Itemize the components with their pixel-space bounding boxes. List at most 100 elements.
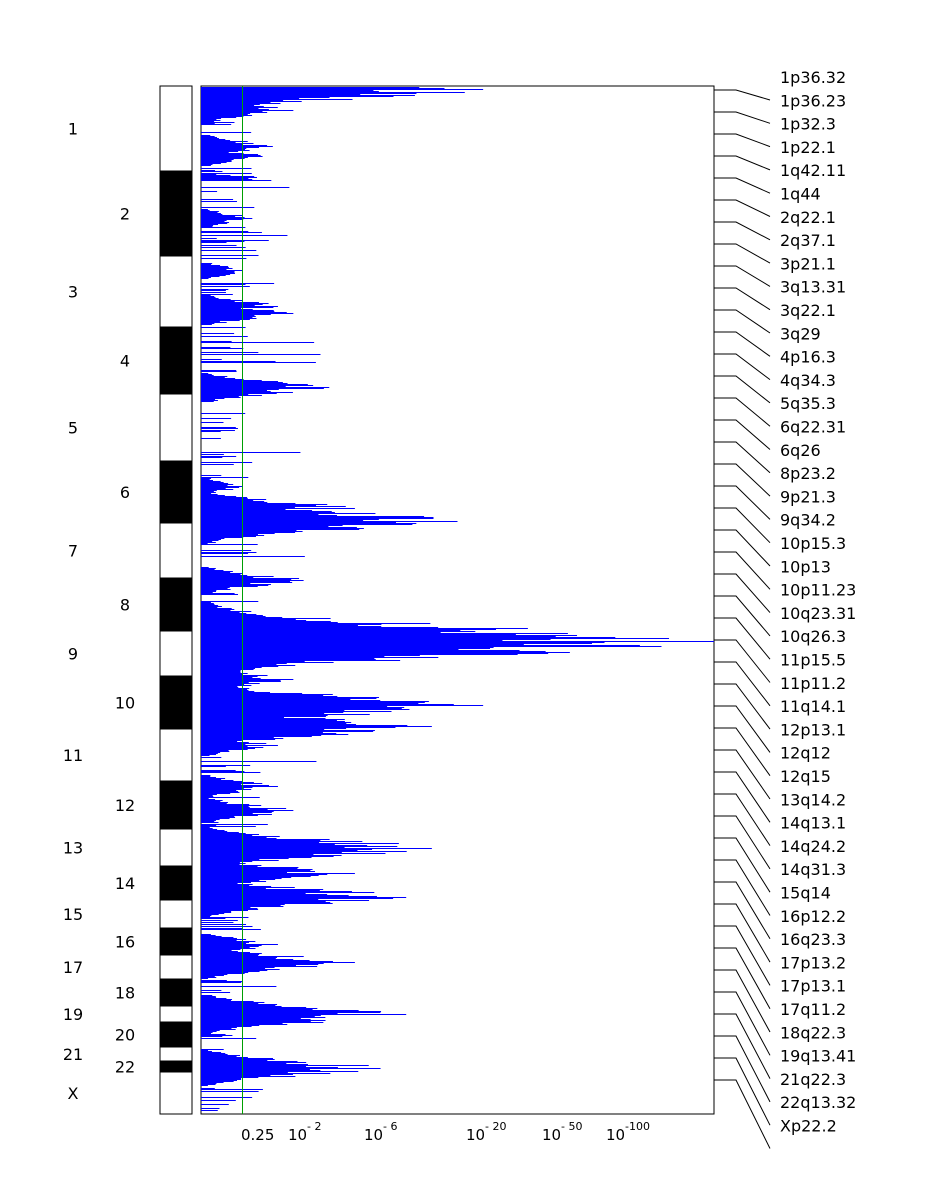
peak-leader-line	[714, 947, 771, 1009]
ideogram-block-chr8	[159, 577, 193, 632]
peak-label: 6q26	[780, 441, 821, 460]
peak-label: 19q13.41	[780, 1047, 856, 1066]
ideogram-block-chr19	[159, 1005, 193, 1023]
peak-label: 14q24.2	[780, 837, 846, 856]
peak-label: 13q14.2	[780, 790, 846, 809]
x-tick-label: 10	[606, 1126, 625, 1144]
peak-leader-line	[714, 661, 771, 707]
peak-leader-line	[714, 1057, 771, 1126]
x-tick-exponent: - 20	[485, 1120, 506, 1133]
chromosome-label: 19	[63, 1005, 83, 1024]
peak-leader-line	[714, 199, 771, 217]
peak-leader-line	[714, 969, 771, 1033]
peak-label: 10p15.3	[780, 534, 846, 553]
peak-label: 16q23.3	[780, 930, 846, 949]
x-tick-exponent: -100	[625, 1120, 650, 1133]
peak-leader-line	[714, 331, 771, 357]
peak-label: 6q22.31	[780, 418, 846, 437]
peak-leader-line	[714, 595, 771, 637]
peak-leader-line	[714, 859, 771, 916]
peak-leader-line	[714, 749, 771, 800]
peak-label: 11q14.1	[780, 697, 846, 716]
ideogram-block-chr16	[159, 927, 193, 956]
peak-label: 3p21.1	[780, 254, 836, 273]
peak-label: 14q31.3	[780, 860, 846, 879]
peak-label: 3q13.31	[780, 278, 846, 297]
x-tick-exponent: - 6	[383, 1120, 397, 1133]
peak-leader-line	[714, 309, 771, 334]
ideogram-block-chr21	[159, 1046, 193, 1062]
peak-leader-line	[714, 375, 771, 404]
peak-label: 17p13.1	[780, 977, 846, 996]
peak-leader-line	[714, 815, 771, 870]
x-tick-label: 0.25	[241, 1126, 274, 1144]
ideogram-block-chr1	[159, 85, 193, 172]
peak-label: 8p23.2	[780, 464, 836, 483]
peak-label: 11p15.5	[780, 651, 846, 670]
ideogram-block-chr9	[159, 630, 193, 677]
peak-leader-line	[714, 89, 771, 101]
score-bars	[201, 87, 714, 1111]
peak-label: 4p16.3	[780, 348, 836, 367]
chromosome-label: 9	[68, 645, 78, 664]
peak-label: 10q26.3	[780, 627, 846, 646]
peak-label: 12p13.1	[780, 720, 846, 739]
peak-leader-line	[714, 771, 771, 823]
chromosome-label: 17	[63, 958, 83, 977]
peak-label: 3q22.1	[780, 301, 836, 320]
chromosome-label: 8	[120, 596, 130, 615]
peak-leader-line	[714, 485, 771, 520]
chromosome-label: 7	[68, 542, 78, 561]
x-axis-tick-labels: 0.25 10- 2 10- 6 10- 20 10- 50 10 -100	[241, 1120, 650, 1144]
chromosome-label: 11	[63, 746, 83, 765]
x-tick-exponent: - 2	[307, 1120, 321, 1133]
peak-leader-line	[714, 111, 771, 124]
peak-label: 17q11.2	[780, 1000, 846, 1019]
peak-leader-line	[714, 529, 771, 567]
peak-label: 1p22.1	[780, 138, 836, 157]
peak-label: 9p21.3	[780, 487, 836, 506]
peak-label: 1p32.3	[780, 115, 836, 134]
peak-leader-line	[714, 507, 771, 544]
chromosome-label: 18	[115, 984, 135, 1003]
ideogram-block-chr11	[159, 728, 193, 782]
chromosome-label: 10	[115, 694, 135, 713]
peak-leader-line	[714, 705, 771, 753]
peak-leader-line	[714, 793, 771, 846]
chromosome-label: 2	[120, 205, 130, 224]
ideogram-block-chr2	[159, 170, 193, 257]
peak-leader-line	[714, 617, 771, 660]
peak-leader-line	[714, 353, 771, 380]
chromosome-label: 13	[63, 839, 83, 858]
ideogram-block-chr6	[159, 460, 193, 524]
peak-leader-line	[714, 287, 771, 311]
peak-leader-line	[714, 397, 771, 427]
peak-label: 1q42.11	[780, 161, 846, 180]
plot-frame	[200, 85, 715, 1115]
peak-label: 17p13.2	[780, 953, 846, 972]
peak-label: 12q15	[780, 767, 831, 786]
peak-leader-line	[714, 683, 771, 730]
peak-leader-line	[714, 441, 771, 474]
peak-leader-line	[714, 551, 771, 590]
chromosome-label: 3	[68, 283, 78, 302]
peak-label: 18q22.3	[780, 1023, 846, 1042]
peak-label: 2q22.1	[780, 208, 836, 227]
peak-label: 1q44	[780, 185, 821, 204]
peak-label: 12q12	[780, 744, 831, 763]
peak-label: 11p11.2	[780, 674, 846, 693]
plot-area	[200, 85, 715, 1115]
chromosome-label: 5	[68, 419, 78, 438]
ideogram-block-chr17	[159, 954, 193, 980]
chromosome-label: 15	[63, 905, 83, 924]
peak-label: 10p13	[780, 557, 831, 576]
peak-leader-line	[714, 155, 771, 171]
chromosome-label: 1	[68, 120, 78, 139]
peak-label-column: 1p36.32 1p36.23 1p32.3 1p22.1 1q42.11 1q44 2q2…	[714, 68, 856, 1149]
ideogram-block-chr10	[159, 675, 193, 730]
peak-label: 10p11.23	[780, 581, 856, 600]
peak-label: 5q35.3	[780, 394, 836, 413]
peak-leader-line	[714, 419, 771, 450]
chromosome-label: 16	[115, 933, 135, 952]
